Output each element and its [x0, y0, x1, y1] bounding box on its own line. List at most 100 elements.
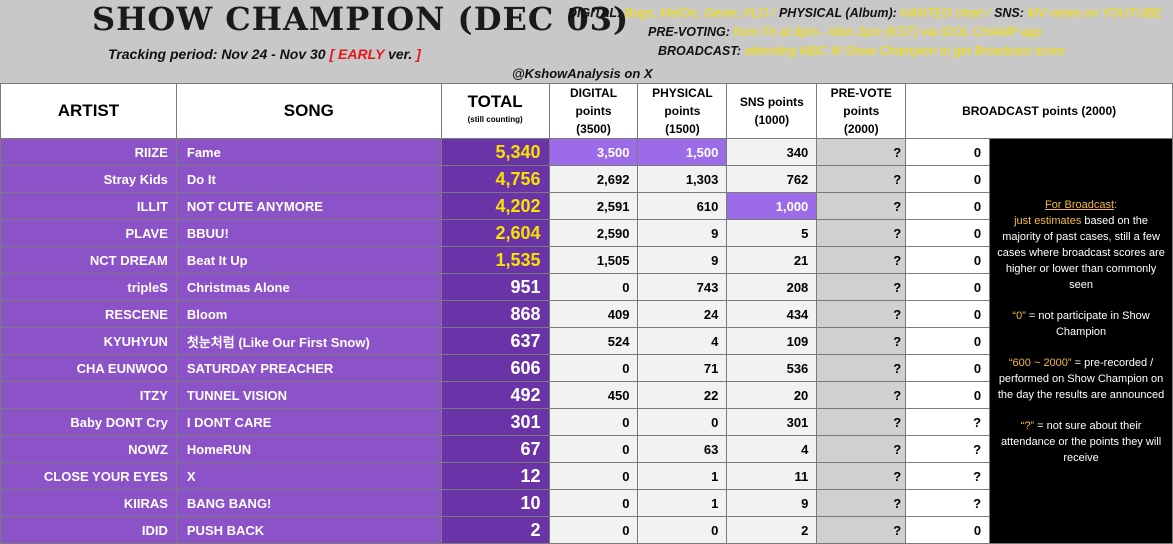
- header-broadcast: BROADCAST points (2000): [905, 83, 1173, 139]
- prevote-cell: ?: [816, 354, 907, 382]
- song-cell: HomeRUN: [175, 435, 442, 463]
- header-sns: SNS points (1000): [726, 83, 818, 139]
- broadcast-cell: 0: [905, 273, 991, 301]
- broadcast-cell: 0: [905, 516, 991, 544]
- total-cell: 2,604: [440, 219, 550, 247]
- physical-cell: 9: [637, 246, 728, 274]
- artist-cell: tripleS: [0, 273, 177, 301]
- digital-cell: 0: [548, 408, 639, 436]
- table-row: ILLIT NOT CUTE ANYMORE 4,202 2,591 610 1,000?…: [0, 192, 1173, 220]
- header: SHOW CHAMPION (DEC 03) Tracking period: …: [0, 0, 1173, 83]
- header-digital-line2: points: [575, 104, 612, 118]
- total-cell: 606: [440, 354, 550, 382]
- sns-cell: 762: [726, 165, 818, 193]
- broadcast-label: BROADCAST:: [658, 44, 742, 58]
- digital-cell: 1,505: [548, 246, 639, 274]
- note-zero-hl: “0”: [1012, 310, 1026, 322]
- note-zero-rest: = not participate in Show Champion: [1028, 310, 1150, 338]
- total-cell: 951: [440, 273, 550, 301]
- digital-cell: 2,591: [548, 192, 639, 220]
- digital-cell: 0: [548, 354, 639, 382]
- prevote-cell: ?: [816, 489, 907, 517]
- artist-cell: ILLIT: [0, 192, 177, 220]
- broadcast-cell: 0: [905, 354, 991, 382]
- note-question-hl: “?”: [1020, 420, 1035, 432]
- artist-cell: RIIZE: [0, 138, 177, 166]
- broadcast-cell: 0: [905, 381, 991, 409]
- table-row: CHA EUNWOO SATURDAY PREACHER 606 0 71 536? 0: [0, 354, 1173, 382]
- header-digital-line1: DIGITAL: [569, 86, 618, 100]
- song-cell: Fame: [175, 138, 442, 166]
- artist-cell: KYUHYUN: [0, 327, 177, 355]
- table-row: PLAVE BBUU! 2,604 2,590 9 5? 0: [0, 219, 1173, 247]
- total-cell: 301: [440, 408, 550, 436]
- table-row: Baby DONT Cry I DONT CARE 301 0 0 301??: [0, 408, 1173, 436]
- physical-cell: 610: [637, 192, 728, 220]
- broadcast-cell: 0: [905, 300, 991, 328]
- header-digital-line3: (3500): [576, 122, 611, 136]
- prevote-cell: ?: [816, 138, 907, 166]
- header-artist: ARTIST: [0, 83, 177, 139]
- artist-cell: Stray Kids: [0, 165, 177, 193]
- info-line-broadcast: BROADCAST: attending MBC M Show Champion…: [658, 44, 1065, 58]
- header-sns-line2: (1000): [754, 113, 790, 127]
- digital-cell: 0: [548, 462, 639, 490]
- note-estimates-hl: just estimates: [1014, 215, 1082, 227]
- header-physical-line3: (1500): [665, 122, 700, 136]
- header-total-label: TOTAL: [467, 92, 523, 111]
- prevote-cell: ?: [816, 408, 907, 436]
- sns-cell: 340: [726, 138, 818, 166]
- page-title: SHOW CHAMPION (DEC 03): [92, 0, 630, 38]
- song-cell: I DONT CARE: [175, 408, 442, 436]
- sns-cell: 1,000: [726, 192, 818, 220]
- broadcast-cell: 0: [905, 165, 991, 193]
- physical-cell: 4: [637, 327, 728, 355]
- tracking-period: Tracking period: Nov 24 - Nov 30 [ EARLY…: [108, 46, 421, 62]
- song-cell: Beat It Up: [175, 246, 442, 274]
- song-cell: Christmas Alone: [175, 273, 442, 301]
- total-cell: 67: [440, 435, 550, 463]
- table-row: KYUHYUN 첫눈처럼 (Like Our First Snow) 637 524 4…: [0, 327, 1173, 355]
- header-total: TOTAL (still counting): [440, 83, 550, 139]
- song-cell: TUNNEL VISION: [175, 381, 442, 409]
- physical-cell: 0: [637, 408, 728, 436]
- header-prevote-line3: (2000): [843, 122, 879, 136]
- physical-cell: 1,500: [637, 138, 728, 166]
- song-cell: PUSH BACK: [175, 516, 442, 544]
- physical-cell: 1: [637, 462, 728, 490]
- header-sns-line1: SNS points: [739, 95, 804, 109]
- song-cell: Do It: [175, 165, 442, 193]
- prevoting-label: PRE-VOTING:: [648, 25, 730, 39]
- table-row: IDID PUSH BACK 2 0 0 2? 0: [0, 516, 1173, 544]
- artist-cell: PLAVE: [0, 219, 177, 247]
- prevote-cell: ?: [816, 165, 907, 193]
- artist-cell: RESCENE: [0, 300, 177, 328]
- broadcast-value: attending MBC M Show Champion to get Bro…: [744, 44, 1065, 58]
- sns-cell: 9: [726, 489, 818, 517]
- physical-cell: 71: [637, 354, 728, 382]
- sns-cell: 536: [726, 354, 818, 382]
- table-row: NOWZ HomeRUN 67 0 63 4??: [0, 435, 1173, 463]
- note-zero: “0” = not participate in Show Champion: [994, 308, 1168, 340]
- artist-cell: NCT DREAM: [0, 246, 177, 274]
- broadcast-cell: ?: [905, 462, 991, 490]
- header-prevote-line1: PRE-VOTE: [830, 86, 892, 100]
- credit: @KshowAnalysis on X: [512, 66, 653, 81]
- total-cell: 868: [440, 300, 550, 328]
- digital-cell: 450: [548, 381, 639, 409]
- sns-label: SNS:: [994, 6, 1024, 20]
- physical-cell: 63: [637, 435, 728, 463]
- physical-cell: 743: [637, 273, 728, 301]
- physical-label: PHYSICAL (Album):: [778, 6, 897, 20]
- artist-cell: KIIRAS: [0, 489, 177, 517]
- sns-cell: 4: [726, 435, 818, 463]
- prevote-cell: ?: [816, 381, 907, 409]
- broadcast-note-panel: For Broadcast: just estimates based on th…: [989, 138, 1173, 544]
- sns-cell: 5: [726, 219, 818, 247]
- broadcast-cell: 0: [905, 192, 991, 220]
- sns-cell: 2: [726, 516, 818, 544]
- physical-cell: 1,303: [637, 165, 728, 193]
- total-cell: 4,202: [440, 192, 550, 220]
- early-label: EARLY: [338, 46, 385, 62]
